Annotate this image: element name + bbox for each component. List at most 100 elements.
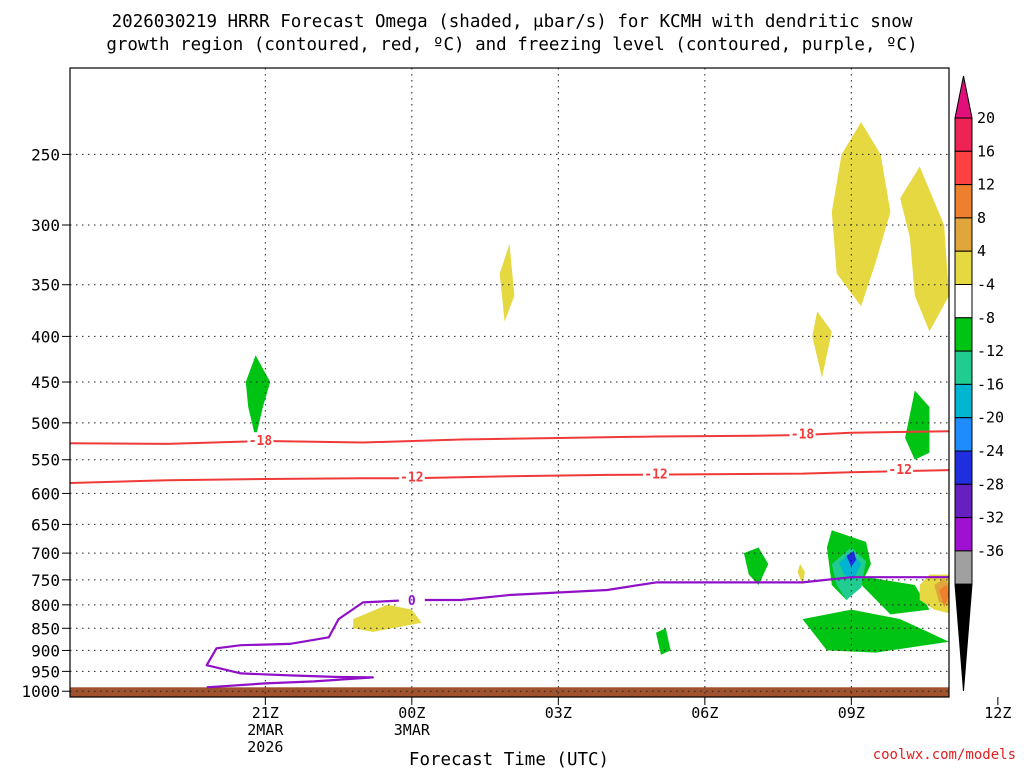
omega-region-27 [812,311,832,378]
y-tick-label-550: 550 [31,451,60,470]
colorbar-label--4: -4 [977,276,995,294]
omega-region-17 [631,524,705,676]
omega-region-21 [819,456,832,500]
x-tick-label-00Z-0: 00Z [398,704,425,722]
omega-region-0 [99,579,193,674]
dgz-contour-18 [70,430,949,445]
x-tick-label-06Z-0: 06Z [691,704,718,722]
contour-layer: -18 -18 -12 -12 -12 0 [70,425,949,689]
dgz-label-18-1-bg [789,425,816,440]
colorbar-label--12: -12 [977,342,1004,360]
colorbar-label--24: -24 [977,442,1004,460]
omega-region-18 [704,524,798,680]
colorbar-label-20: 20 [977,109,995,127]
dgz-label-12-2-bg [887,460,914,475]
y-tick-label-850: 850 [31,619,60,638]
colorbar-swatch-6 [954,317,973,352]
colorbar-label--32: -32 [977,509,1004,527]
colorbar-swatch-13 [954,550,973,585]
y-tick-label-400: 400 [31,327,60,346]
omega-region-26 [900,166,949,332]
y-tick-label-750: 750 [31,571,60,590]
x-tick-label-21Z-1: 2MAR [247,721,284,739]
x-tick-label-03Z-0: 03Z [545,704,572,722]
omega-region-4 [519,68,539,147]
colorbar-bottom-arrow [954,583,973,692]
dgz-label-12-0-bg [398,468,425,483]
dgz-label-12-1: -12 [644,468,667,483]
omega-region-31 [939,585,949,608]
freezing-contour [205,576,949,689]
colorbar-label-12: 12 [977,176,995,194]
colorbar-swatch-10 [954,450,973,485]
y-tick-label-900: 900 [31,641,60,660]
omega-region-25 [831,122,891,307]
omega-region-8 [905,390,930,460]
freezing-label-bg [398,591,425,606]
y-tick-label-300: 300 [31,216,60,235]
x-tick-label-09Z-0: 09Z [838,704,865,722]
y-tick-label-800: 800 [31,596,60,615]
ground-layer [70,687,949,697]
watermark: coolwx.com/models [873,747,1016,763]
colorbar-label--28: -28 [977,475,1004,493]
x-tick-label-21Z-0: 21Z [252,704,279,722]
y-tick-label-250: 250 [31,145,60,164]
ground-fill [70,687,949,697]
colorbar-swatch-9 [954,417,973,452]
colorbar-swatch-12 [954,517,973,552]
colorbar-swatch-8 [954,383,973,419]
omega-region-3 [480,663,744,686]
colorbar-top-arrow [954,75,973,119]
y-axis: 250 300 350 400 450 500 550 600 650 700 750 800 850 9… [21,145,70,701]
dgz-label-18-0-bg [247,432,274,447]
freezing-label: 0 [408,594,416,609]
y-tick-label-500: 500 [31,414,60,433]
omega-region-13 [851,574,930,615]
colorbar-swatch-7 [954,350,973,385]
dgz-label-12-1-bg [643,465,669,480]
omega-region-2 [245,355,271,438]
dgz-label-18-1: -18 [791,428,815,443]
x-tick-label-00Z-1: 3MAR [394,721,431,739]
y-tick-label-700: 700 [31,544,60,563]
dgz-label-18-0: -18 [249,434,273,449]
colorbar: 20 16 12 8 4 -4 -8 -12 -16 -20 -24 -28 -32 -36 [954,75,1004,692]
omega-region-11 [802,609,949,653]
colorbar-swatch-5 [954,284,973,319]
colorbar-label--36: -36 [977,542,1004,560]
omega-region-16 [846,550,857,567]
colorbar-label-4: 4 [977,242,986,260]
omega-region-23 [353,604,422,632]
colorbar-label--20: -20 [977,409,1004,427]
y-tick-label-600: 600 [31,484,60,503]
x-tick-label-21Z-2: 2026 [247,738,283,756]
colorbar-swatch-2 [954,184,973,219]
colorbar-label--8: -8 [977,309,995,327]
colorbar-label-16: 16 [977,142,995,160]
dgz-contour-12 [70,469,949,484]
y-tick-label-650: 650 [31,515,60,534]
colorbar-swatch-4 [954,250,973,285]
colorbar-label-8: 8 [977,209,986,227]
x-axis-label: Forecast Time (UTC) [409,750,609,768]
chart-title-line1: 2026030219 HRRR Forecast Omega (shaded, … [112,12,913,32]
colorbar-label--16: -16 [977,375,1004,393]
dgz-label-12-2: -12 [888,463,911,478]
y-tick-label-1000: 1000 [21,682,60,701]
omega-region-24 [499,243,515,322]
colorbar-swatch-3 [954,217,973,252]
x-tick-label-12Z-0: 12Z [984,704,1011,722]
colorbar-swatch-1 [954,150,973,186]
y-tick-label-350: 350 [31,276,60,295]
colorbar-swatch-0 [954,117,973,152]
chart-title-line2: growth region (contoured, red, ºC) and f… [106,35,917,55]
y-tick-label-950: 950 [31,662,60,681]
colorbar-swatch-11 [954,483,973,519]
omega-region-5 [621,334,749,435]
y-tick-label-450: 450 [31,373,60,392]
dgz-label-12-0: -12 [400,470,423,485]
omega-region-20 [743,547,769,585]
